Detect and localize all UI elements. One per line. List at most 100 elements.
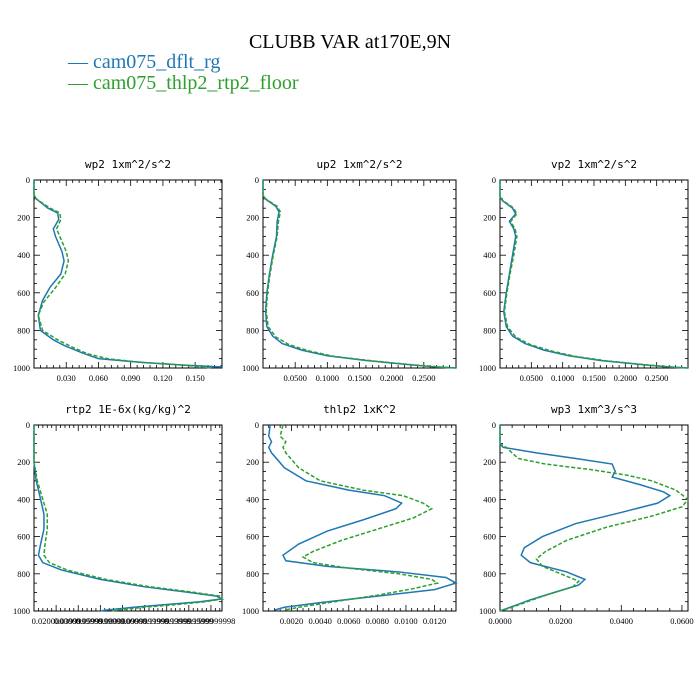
- x-tick-label: 0.1500: [582, 373, 605, 383]
- y-tick-label: 400: [17, 250, 30, 260]
- x-tick-label: 0.0800000000: [98, 616, 147, 626]
- panels-grid: wp2 1xm^2/s^2 0 200 400 600 800 1000 0.030 0.060…: [13, 158, 694, 626]
- x-tick-label: 0.0200000000: [32, 616, 81, 626]
- y-tick-label: 600: [246, 532, 259, 542]
- panel-title: wp2 1xm^2/s^2: [85, 158, 171, 171]
- panel-title: rtp2 1E-6x(kg/kg)^2: [65, 403, 191, 416]
- y-tick-label: 0: [255, 420, 259, 430]
- series-line-2: [499, 425, 690, 612]
- y-tick-label: 800: [483, 569, 496, 579]
- y-tick-label: 800: [246, 569, 259, 579]
- x-tick-label: 0.0060: [337, 616, 360, 626]
- series-line-2: [279, 424, 440, 611]
- y-tick-label: 0: [255, 175, 259, 185]
- y-tick-label: 200: [483, 213, 496, 223]
- y-tick-label: 0: [492, 420, 496, 430]
- y-tick-label: 0: [26, 420, 30, 430]
- plot-frame: [499, 179, 689, 369]
- series-line-1: [262, 180, 457, 369]
- plot-frame: [262, 179, 457, 369]
- x-tick-label: 0.090: [121, 373, 140, 383]
- plot-frame: [33, 179, 223, 369]
- series-line-1: [499, 425, 672, 612]
- y-tick-label: 600: [17, 288, 30, 298]
- series-line-1: [267, 424, 458, 611]
- y-tick-label: 1000: [13, 606, 30, 616]
- x-tick-label: 0.0080: [366, 616, 389, 626]
- x-tick-label: 0.0100: [394, 616, 417, 626]
- panel-title: vp2 1xm^2/s^2: [551, 158, 637, 171]
- x-tick-label: 0.0020: [280, 616, 303, 626]
- x-tick-label: 0.0500: [520, 373, 543, 383]
- y-tick-label: 400: [17, 494, 30, 504]
- x-tick-label: 0.1000: [551, 373, 574, 383]
- x-tick-label: 0.1399999999: [164, 616, 213, 626]
- x-tick-label: 0.0200: [549, 616, 572, 626]
- x-tick-label: 0.0120: [423, 616, 446, 626]
- panel-1: wp2 1xm^2/s^2 0 200 400 600 800 1000 0.030 0.060…: [13, 158, 223, 383]
- legend-label-1: cam075_dflt_rg: [93, 51, 220, 73]
- y-tick-label: 800: [483, 325, 496, 335]
- x-tick-label: 0.1000: [316, 373, 339, 383]
- panel-title: up2 1xm^2/s^2: [316, 158, 402, 171]
- panel-title: thlp2 1xK^2: [323, 403, 396, 416]
- panel-title: wp3 1xm^3/s^3: [551, 403, 637, 416]
- x-tick-label: 0.2500: [645, 373, 668, 383]
- y-tick-label: 600: [17, 532, 30, 542]
- x-tick-label: 0.1599999998: [187, 616, 236, 626]
- y-tick-label: 600: [483, 532, 496, 542]
- y-tick-label: 200: [483, 457, 496, 467]
- panel-3: vp2 1xm^2/s^2 0 200 400 600 800 1000 0.0500 0.10…: [479, 158, 689, 383]
- x-tick-label: 0.0000: [488, 616, 511, 626]
- x-tick-label: 0.2000: [614, 373, 637, 383]
- y-tick-label: 200: [17, 457, 30, 467]
- plot-frame: [499, 424, 689, 612]
- x-tick-label: 0.1500: [348, 373, 371, 383]
- series-line-1: [33, 180, 223, 368]
- y-tick-label: 600: [483, 288, 496, 298]
- y-tick-label: 0: [26, 175, 30, 185]
- y-tick-label: 200: [246, 457, 259, 467]
- legend-item-1: — cam075_dflt_rg: [67, 51, 220, 73]
- x-tick-label: 0.0040: [308, 616, 331, 626]
- panel-2: up2 1xm^2/s^2 0 200 400 600 800 1000 0.0500 0.10…: [242, 158, 457, 383]
- x-tick-label: 0.120: [153, 373, 172, 383]
- x-tick-label: 0.2000: [380, 373, 403, 383]
- x-tick-label: 0.0399999999: [54, 616, 103, 626]
- y-tick-label: 200: [17, 213, 30, 223]
- x-tick-label: 0.1199999999: [142, 616, 191, 626]
- y-tick-label: 1000: [242, 606, 259, 616]
- series-line-1: [33, 425, 225, 612]
- y-tick-label: 400: [246, 250, 259, 260]
- x-tick-label: 0.0599999999: [76, 616, 125, 626]
- y-tick-label: 1000: [13, 363, 30, 373]
- y-tick-label: 800: [246, 325, 259, 335]
- x-tick-label: 0.0500: [283, 373, 306, 383]
- y-tick-label: 0: [492, 175, 496, 185]
- plot-frame: [262, 424, 457, 612]
- x-tick-label: 0.0400: [610, 616, 633, 626]
- series-line-2: [33, 180, 212, 369]
- legend-label-2: cam075_thlp2_rtp2_floor: [93, 72, 299, 94]
- series-line-1: [499, 180, 689, 369]
- x-tick-label: 0.0999999999: [120, 616, 169, 626]
- x-tick-label: 0.030: [57, 373, 76, 383]
- panel-4: rtp2 1E-6x(kg/kg)^2 0 200 400 600 800 10000.02…: [13, 403, 235, 626]
- y-tick-label: 800: [17, 325, 30, 335]
- series-line-2: [499, 180, 689, 369]
- y-tick-label: 200: [246, 213, 259, 223]
- y-tick-label: 800: [17, 569, 30, 579]
- x-tick-label: 0.0600: [670, 616, 693, 626]
- x-tick-label: 0.150: [186, 373, 205, 383]
- y-tick-label: 400: [483, 250, 496, 260]
- panel-5: thlp2 1xK^2 0 200 400 600 800 1000 0.0020 0.0040…: [242, 403, 458, 626]
- x-tick-label: 0.2500: [412, 373, 435, 383]
- x-tick-label: 0.060: [89, 373, 108, 383]
- y-tick-label: 400: [246, 494, 259, 504]
- series-line-2: [33, 425, 224, 612]
- y-tick-label: 1000: [479, 606, 496, 616]
- legend-item-2: — cam075_thlp2_rtp2_floor: [67, 72, 299, 94]
- y-tick-label: 400: [483, 494, 496, 504]
